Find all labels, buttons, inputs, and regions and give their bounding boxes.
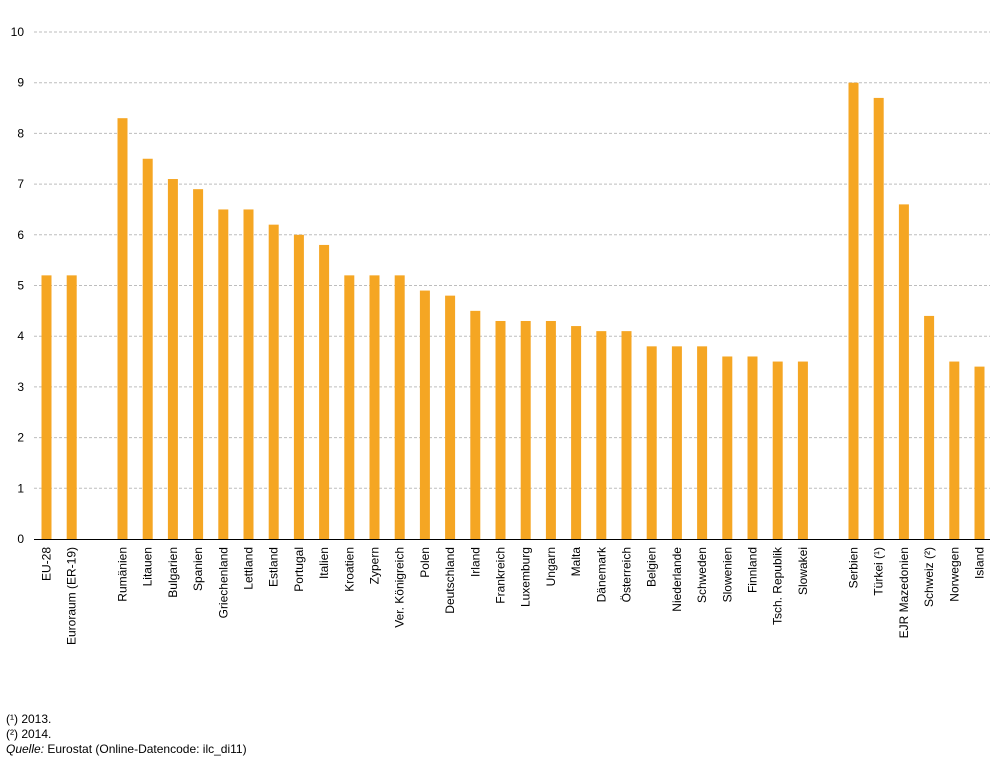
y-tick-label: 8	[17, 126, 24, 140]
x-tick-label: Malta	[569, 547, 583, 577]
x-tick-label: Euroraum (ER-19)	[65, 547, 79, 645]
x-tick-label: Türkei (¹)	[872, 547, 886, 596]
y-tick-label: 4	[17, 329, 24, 343]
y-tick-label: 0	[17, 532, 24, 546]
x-tick-label: Norwegen	[947, 547, 961, 602]
y-tick-label: 5	[17, 279, 24, 293]
source-label: Quelle:	[6, 742, 45, 756]
x-tick-label: Schweiz (²)	[922, 547, 936, 607]
x-tick-label: Portugal	[292, 547, 306, 592]
source-line: Quelle: Eurostat (Online-Datencode: ilc_…	[6, 742, 247, 757]
x-tick-label: Kroatien	[342, 547, 356, 592]
bar	[369, 275, 380, 539]
bar	[671, 346, 682, 539]
bar	[873, 97, 884, 539]
x-tick-label: Ver. Königreich	[393, 547, 407, 628]
bar	[167, 179, 178, 539]
bar	[445, 295, 456, 539]
bar	[218, 209, 229, 539]
x-tick-label: Serbien	[847, 547, 861, 588]
footnote-2: (²) 2014.	[6, 727, 52, 741]
x-tick-label: Griechenland	[216, 547, 230, 618]
bar	[898, 204, 909, 539]
bar	[470, 310, 481, 539]
bar	[545, 320, 556, 539]
x-tick-label: Estland	[267, 547, 281, 587]
bar	[848, 82, 859, 539]
bar	[117, 118, 128, 539]
y-tick-label: 1	[17, 481, 24, 495]
bar	[797, 361, 808, 539]
bar	[142, 158, 153, 539]
y-tick-label: 10	[11, 25, 25, 39]
x-tick-label: Zypern	[368, 547, 382, 584]
x-tick-label: Litauen	[141, 547, 155, 586]
footnotes: (¹) 2013. (²) 2014. Quelle: Eurostat (On…	[6, 712, 247, 757]
y-tick-label: 9	[17, 76, 24, 90]
bar	[949, 361, 960, 539]
x-tick-label: Dänemark	[594, 546, 608, 602]
x-tick-label: EJR Mazedonien	[897, 547, 911, 638]
bar	[772, 361, 783, 539]
bar	[394, 275, 405, 539]
x-tick-label: Island	[973, 547, 987, 579]
x-tick-label: Spanien	[191, 547, 205, 591]
x-tick-label: Lettland	[242, 547, 256, 590]
x-tick-label: Deutschland	[443, 547, 457, 614]
x-tick-label: Luxemburg	[519, 547, 533, 607]
x-tick-label: Slowakei	[796, 547, 810, 595]
bar	[520, 320, 531, 539]
y-tick-label: 3	[17, 380, 24, 394]
x-tick-label: Ungarn	[544, 547, 558, 586]
bar	[697, 346, 708, 539]
bar	[193, 189, 204, 540]
x-tick-label: Finnland	[746, 547, 760, 593]
bar	[319, 244, 330, 539]
bar	[344, 275, 355, 539]
x-tick-label: Irland	[468, 547, 482, 577]
bar	[974, 366, 985, 539]
grid-lines	[34, 31, 990, 489]
x-tick-label: Niederlande	[670, 547, 684, 612]
x-tick-label: Frankreich	[494, 547, 508, 604]
x-tick-label: Bulgarien	[166, 547, 180, 598]
source-text: Eurostat (Online-Datencode: ilc_di11)	[44, 742, 247, 756]
y-axis-ticks: 0 1 2 3 4 5 6 7 8 9 10	[11, 25, 25, 546]
y-tick-label: 2	[17, 431, 24, 445]
bar	[66, 275, 77, 539]
x-tick-label: Schweden	[695, 547, 709, 603]
bar	[268, 224, 279, 539]
bar	[621, 331, 632, 539]
bar	[722, 356, 733, 539]
x-tick-label: Polen	[418, 547, 432, 578]
x-tick-label: Österreich	[620, 547, 634, 602]
x-tick-label: Rumänien	[116, 547, 130, 602]
bar	[571, 326, 582, 539]
bar	[419, 290, 430, 539]
x-tick-label: Italien	[317, 547, 331, 579]
x-tick-label: Tsch. Republik	[771, 546, 785, 625]
bar	[596, 331, 607, 539]
bars	[41, 82, 985, 540]
y-tick-label: 7	[17, 177, 24, 191]
bar	[293, 234, 304, 540]
x-tick-label: Slowenien	[720, 547, 734, 602]
bar	[924, 315, 935, 539]
bar	[495, 320, 506, 539]
footnote-1: (¹) 2013.	[6, 712, 52, 726]
bar	[747, 356, 758, 539]
x-tick-label: Belgien	[645, 547, 659, 587]
x-axis-ticks: EU-28 Euroraum (ER-19) Rumänien Litauen Bulg…	[40, 546, 987, 645]
x-tick-label: EU-28	[40, 547, 54, 581]
bar	[646, 346, 657, 539]
bar-chart: 0 1 2 3 4 5 6 7 8 9 10 EU-28 Euroraum (ER-19) Rumäni…	[11, 25, 990, 645]
bar	[243, 209, 254, 539]
y-tick-label: 6	[17, 228, 24, 242]
bar	[41, 275, 52, 539]
